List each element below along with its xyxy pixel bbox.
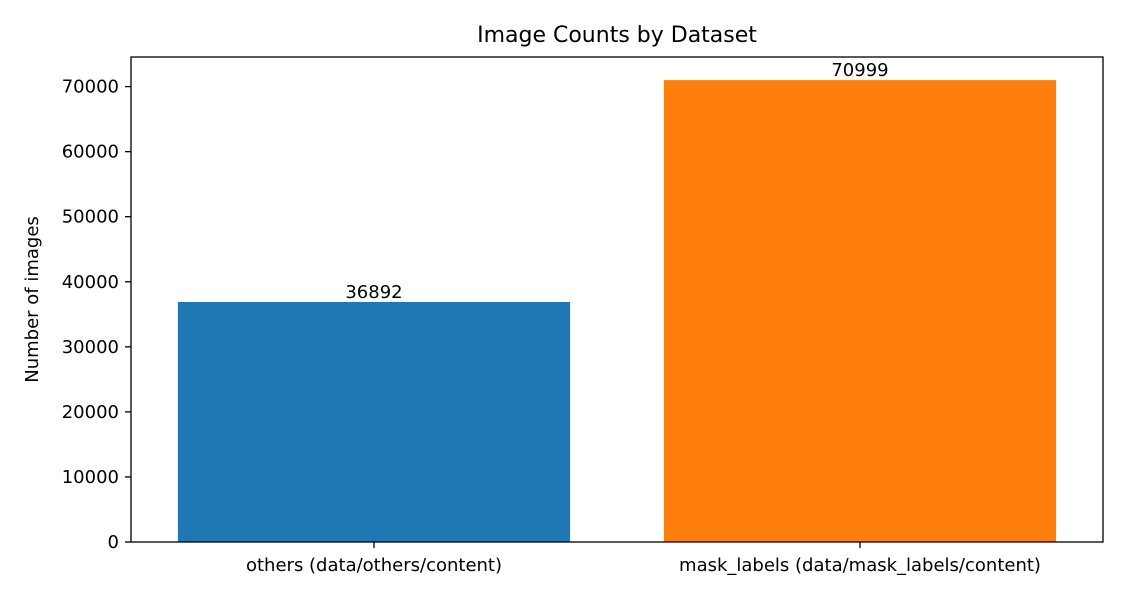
y-tick-label-5: 50000 xyxy=(62,207,119,228)
bars-group xyxy=(177,80,1057,542)
y-tick-label-2: 20000 xyxy=(62,402,119,423)
chart-title: Image Counts by Dataset xyxy=(477,23,757,48)
bar-1 xyxy=(663,80,1057,542)
y-tick-label-7: 70000 xyxy=(62,77,119,98)
y-axis: 0 10000 20000 30000 40000 50000 60000 70000 xyxy=(62,77,131,553)
data-labels-group: 36892 70999 xyxy=(345,60,888,303)
bar-value-label-1: 70999 xyxy=(831,60,888,81)
y-tick-label-1: 10000 xyxy=(62,467,119,488)
x-tick-label-0: others (data/others/content) xyxy=(246,555,502,576)
y-tick-label-6: 60000 xyxy=(62,142,119,163)
bar-value-label-0: 36892 xyxy=(345,282,402,303)
x-axis: others (data/others/content) mask_labels … xyxy=(246,542,1041,576)
x-tick-label-1: mask_labels (data/mask_labels/content) xyxy=(679,555,1041,576)
y-tick-label-4: 40000 xyxy=(62,272,119,293)
y-tick-label-0: 0 xyxy=(108,532,119,553)
y-axis-label: Number of images xyxy=(22,216,43,383)
y-tick-label-3: 30000 xyxy=(62,337,119,358)
bar-0 xyxy=(177,301,571,542)
plot-frame xyxy=(130,56,1104,543)
